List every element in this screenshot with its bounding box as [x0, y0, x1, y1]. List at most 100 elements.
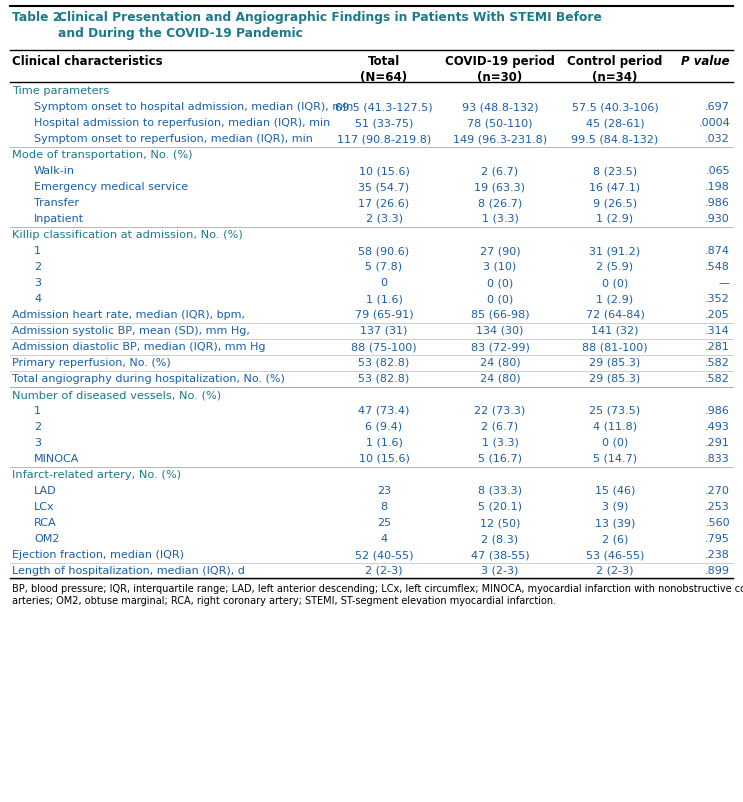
Text: Control period
(n=34): Control period (n=34) [568, 55, 663, 83]
Text: .986: .986 [705, 198, 730, 208]
Text: .930: .930 [705, 214, 730, 224]
Text: 15 (46): 15 (46) [595, 485, 635, 496]
Text: Symptom onset to reperfusion, median (IQR), min: Symptom onset to reperfusion, median (IQ… [34, 134, 313, 144]
Text: 52 (40-55): 52 (40-55) [354, 549, 413, 559]
Text: 3 (2-3): 3 (2-3) [481, 565, 519, 575]
Text: 3 (10): 3 (10) [484, 261, 516, 272]
Text: 2 (6.7): 2 (6.7) [481, 166, 519, 176]
Text: 8 (33.3): 8 (33.3) [478, 485, 522, 496]
Text: OM2: OM2 [34, 533, 59, 543]
Text: 6 (9.4): 6 (9.4) [366, 422, 403, 431]
Text: 8 (23.5): 8 (23.5) [593, 166, 637, 176]
Text: 88 (75-100): 88 (75-100) [351, 342, 417, 351]
Text: P value: P value [681, 55, 730, 68]
Text: .198: .198 [705, 182, 730, 192]
Text: .238: .238 [705, 549, 730, 559]
Text: Killip classification at admission, No. (%): Killip classification at admission, No. … [12, 229, 243, 240]
Text: 8: 8 [380, 501, 388, 512]
Text: 69.5 (41.3-127.5): 69.5 (41.3-127.5) [335, 102, 433, 111]
Text: 13 (39): 13 (39) [595, 517, 635, 528]
Text: 2 (5.9): 2 (5.9) [597, 261, 634, 272]
Text: .0004: .0004 [698, 118, 730, 128]
Text: RCA: RCA [34, 517, 56, 528]
Text: 51 (33-75): 51 (33-75) [355, 118, 413, 128]
Text: 19 (63.3): 19 (63.3) [475, 182, 525, 192]
Text: 3: 3 [34, 437, 41, 448]
Text: 2 (6): 2 (6) [602, 533, 628, 543]
Text: .899: .899 [705, 565, 730, 575]
Text: Time parameters: Time parameters [12, 86, 109, 96]
Text: .548: .548 [705, 261, 730, 272]
Text: .582: .582 [705, 358, 730, 367]
Text: 0 (0): 0 (0) [487, 294, 513, 304]
Text: 23: 23 [377, 485, 391, 496]
Text: Admission diastolic BP, median (IQR), mm Hg: Admission diastolic BP, median (IQR), mm… [12, 342, 265, 351]
Text: 117 (90.8-219.8): 117 (90.8-219.8) [337, 134, 431, 144]
Text: .560: .560 [705, 517, 730, 528]
Text: 17 (26.6): 17 (26.6) [358, 198, 409, 208]
Text: Length of hospitalization, median (IQR), d: Length of hospitalization, median (IQR),… [12, 565, 245, 575]
Text: 2 (6.7): 2 (6.7) [481, 422, 519, 431]
Text: 2 (3.3): 2 (3.3) [366, 214, 403, 224]
Text: Total angiography during hospitalization, No. (%): Total angiography during hospitalization… [12, 374, 285, 383]
Text: Transfer: Transfer [34, 198, 79, 208]
Text: .270: .270 [705, 485, 730, 496]
Text: 29 (85.3): 29 (85.3) [589, 358, 640, 367]
Text: 5 (7.8): 5 (7.8) [366, 261, 403, 272]
Text: 85 (66-98): 85 (66-98) [470, 310, 529, 320]
Text: 3 (9): 3 (9) [602, 501, 628, 512]
Text: Infarct-related artery, No. (%): Infarct-related artery, No. (%) [12, 469, 181, 480]
Text: 29 (85.3): 29 (85.3) [589, 374, 640, 383]
Text: 22 (73.3): 22 (73.3) [474, 406, 525, 415]
Text: 1: 1 [34, 245, 41, 256]
Text: 78 (50-110): 78 (50-110) [467, 118, 533, 128]
Text: Primary reperfusion, No. (%): Primary reperfusion, No. (%) [12, 358, 171, 367]
Text: 10 (15.6): 10 (15.6) [359, 453, 409, 464]
Text: LAD: LAD [34, 485, 56, 496]
Text: 31 (91.2): 31 (91.2) [589, 245, 640, 256]
Text: .352: .352 [705, 294, 730, 304]
Text: Number of diseased vessels, No. (%): Number of diseased vessels, No. (%) [12, 390, 221, 399]
Text: Ejection fraction, median (IQR): Ejection fraction, median (IQR) [12, 549, 184, 559]
Text: .874: .874 [705, 245, 730, 256]
Text: .205: .205 [705, 310, 730, 320]
Text: 1 (2.9): 1 (2.9) [597, 214, 634, 224]
Text: .795: .795 [705, 533, 730, 543]
Text: COVID-19 period
(n=30): COVID-19 period (n=30) [445, 55, 555, 83]
Text: Clinical Presentation and Angiographic Findings in Patients With STEMI Before
an: Clinical Presentation and Angiographic F… [58, 11, 602, 39]
Text: .291: .291 [705, 437, 730, 448]
Text: Total
(N=64): Total (N=64) [360, 55, 408, 83]
Text: .493: .493 [705, 422, 730, 431]
Text: .281: .281 [705, 342, 730, 351]
Text: 137 (31): 137 (31) [360, 326, 408, 335]
Text: 88 (81-100): 88 (81-100) [583, 342, 648, 351]
Text: 5 (20.1): 5 (20.1) [478, 501, 522, 512]
Text: BP, blood pressure; IQR, interquartile range; LAD, left anterior descending; LCx: BP, blood pressure; IQR, interquartile r… [12, 583, 743, 606]
Text: 141 (32): 141 (32) [591, 326, 639, 335]
Text: 1 (1.6): 1 (1.6) [366, 294, 403, 304]
Text: 99.5 (84.8-132): 99.5 (84.8-132) [571, 134, 658, 144]
Text: 4 (11.8): 4 (11.8) [593, 422, 637, 431]
Text: 2: 2 [34, 422, 41, 431]
Text: 4: 4 [380, 533, 388, 543]
Text: 72 (64-84): 72 (64-84) [585, 310, 644, 320]
Text: 3: 3 [34, 277, 41, 288]
Text: 93 (48.8-132): 93 (48.8-132) [461, 102, 538, 111]
Text: 1 (1.6): 1 (1.6) [366, 437, 403, 448]
Text: 0 (0): 0 (0) [487, 277, 513, 288]
Text: 83 (72-99): 83 (72-99) [470, 342, 530, 351]
Text: 134 (30): 134 (30) [476, 326, 524, 335]
Text: 45 (28-61): 45 (28-61) [585, 118, 644, 128]
Text: .986: .986 [705, 406, 730, 415]
Text: 25 (73.5): 25 (73.5) [589, 406, 640, 415]
Text: .833: .833 [705, 453, 730, 464]
Text: 58 (90.6): 58 (90.6) [358, 245, 409, 256]
Text: 1 (3.3): 1 (3.3) [481, 437, 519, 448]
Text: 12 (50): 12 (50) [480, 517, 520, 528]
Text: .253: .253 [705, 501, 730, 512]
Text: 149 (96.3-231.8): 149 (96.3-231.8) [453, 134, 547, 144]
Text: 53 (82.8): 53 (82.8) [358, 358, 409, 367]
Text: 1 (2.9): 1 (2.9) [597, 294, 634, 304]
Text: 47 (38-55): 47 (38-55) [470, 549, 529, 559]
Text: 53 (46-55): 53 (46-55) [585, 549, 644, 559]
